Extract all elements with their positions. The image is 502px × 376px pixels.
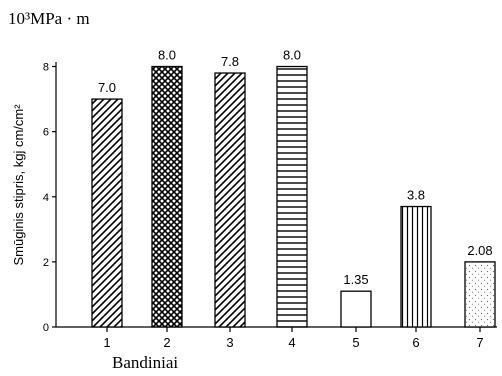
- y-axis-ticks: 0 2 4 6 8: [43, 62, 56, 334]
- bar-value-label: 7.8: [221, 54, 239, 69]
- x-tick-label: 7: [476, 335, 483, 350]
- x-axis-ticks: 1 2 3 4 5 6 7: [103, 327, 484, 350]
- y-axis-label: Smūginis stipris, kgj cm/cm²: [11, 104, 26, 266]
- x-tick-label: 1: [103, 335, 110, 350]
- bars: [91, 65, 496, 328]
- x-tick-label: 3: [226, 335, 233, 350]
- bar-6: [400, 205, 432, 328]
- y-tick-label: 4: [43, 192, 49, 204]
- bar-value-label: 3.8: [407, 188, 425, 203]
- bar-value-label: 8.0: [158, 48, 176, 63]
- bar-5: [340, 290, 372, 328]
- bar-4: [276, 65, 308, 328]
- y-tick-label: 0: [43, 322, 49, 334]
- y-tick-label: 8: [43, 62, 49, 74]
- bar-1: [91, 98, 123, 328]
- bar-2: [151, 65, 183, 328]
- bar-value-label: 7.0: [98, 80, 116, 95]
- bar-value-labels: 7.0 8.0 7.8 8.0 1.35 3.8 2.08: [98, 48, 493, 288]
- x-tick-label: 5: [352, 335, 359, 350]
- bar-7: [464, 261, 496, 328]
- y-tick-label: 2: [43, 257, 49, 269]
- bar-3: [214, 72, 246, 328]
- bar-value-label: 1.35: [343, 272, 368, 287]
- x-tick-label: 4: [288, 335, 295, 350]
- x-tick-label: 2: [163, 335, 170, 350]
- bar-value-label: 8.0: [283, 48, 301, 63]
- y-tick-label: 6: [43, 127, 49, 139]
- x-axis-label: Bandiniai: [112, 353, 178, 372]
- units-label: 10³MPa · m: [8, 9, 90, 28]
- x-tick-label: 6: [412, 335, 419, 350]
- bar-value-label: 2.08: [467, 243, 492, 258]
